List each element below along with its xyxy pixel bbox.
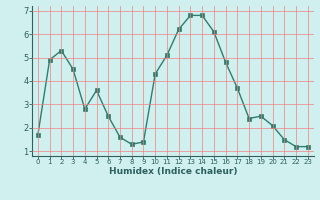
X-axis label: Humidex (Indice chaleur): Humidex (Indice chaleur) [108, 167, 237, 176]
